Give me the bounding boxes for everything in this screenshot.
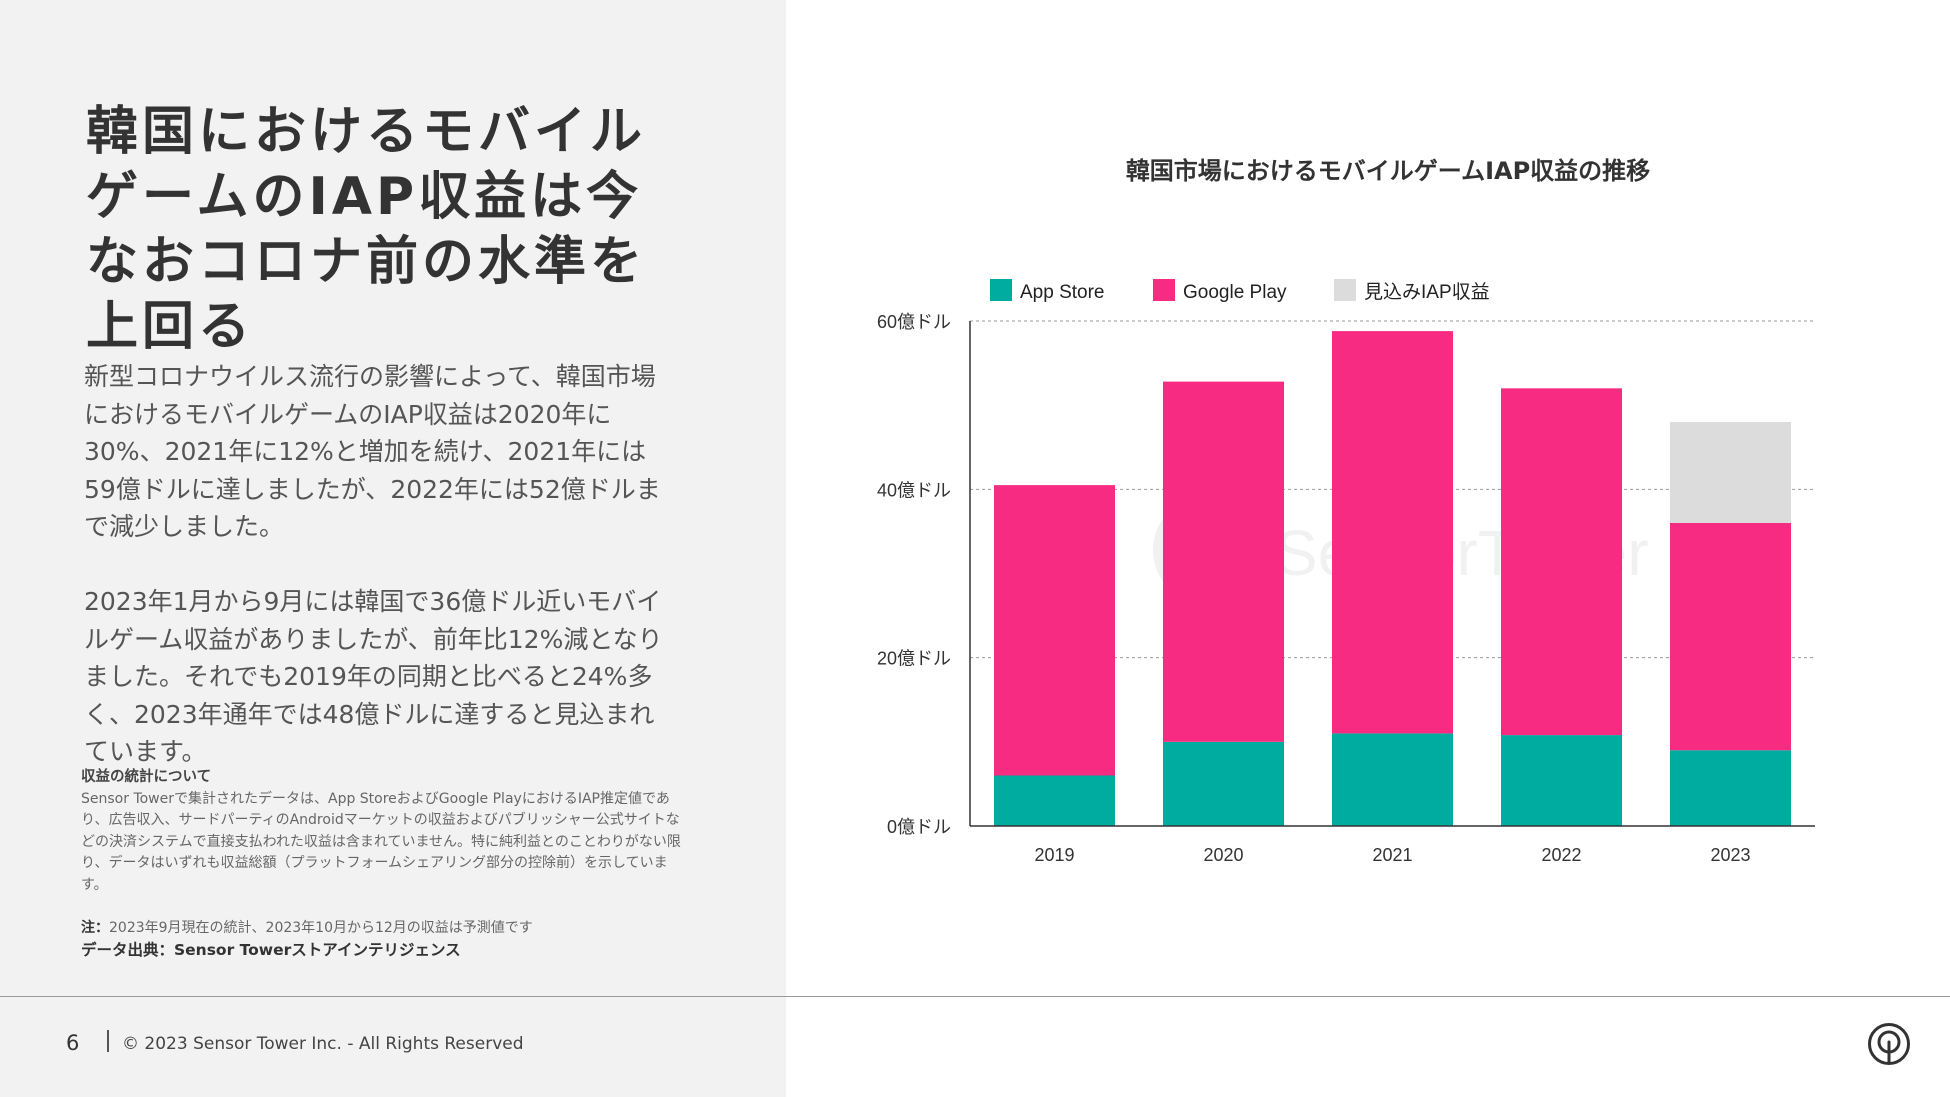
legend-label: App Store: [1020, 282, 1105, 303]
notes-block: 収益の統計について Sensor Towerで集計されたデータは、App Sto…: [81, 767, 681, 961]
page-number: 6: [66, 1031, 80, 1055]
bar-2020-app-store: [1163, 741, 1284, 826]
legend-swatch-1: [1153, 279, 1175, 301]
note-line: 注：2023年9月現在の統計、2023年10月から12月の収益は予測値です: [81, 918, 681, 940]
legend-label: 見込みIAP収益: [1364, 281, 1490, 303]
bar-2022-google-play: [1501, 388, 1622, 736]
bar-2023-google-play: [1670, 523, 1791, 751]
left-panel: [0, 0, 786, 1097]
footer-separator: [107, 1030, 109, 1052]
notes-heading: 収益の統計について: [81, 769, 212, 785]
bar-2021-google-play: [1332, 331, 1453, 734]
legend-swatch-0: [990, 279, 1012, 301]
x-tick-label: 2023: [1710, 845, 1750, 865]
legend-swatch-2: [1334, 279, 1356, 301]
y-tick-label: 60億ドル: [877, 312, 951, 332]
bar-2020-google-play: [1163, 381, 1284, 742]
body-paragraph-2: 2023年1月から9月には韓国で36億ドル近いモバイルゲーム収益がありましたが、…: [84, 587, 663, 766]
bar-2023-forecast: [1670, 422, 1791, 523]
data-source: データ出典：Sensor Towerストアインテリジェンス: [81, 940, 461, 959]
sensor-tower-logo-icon: [1868, 1023, 1910, 1065]
chart-title: 韓国市場におけるモバイルゲームIAP収益の推移: [1125, 157, 1651, 185]
x-tick-label: 2019: [1034, 845, 1074, 865]
notes-body: Sensor Towerで集計されたデータは、App StoreおよびGoogl…: [81, 790, 681, 893]
bar-2022-app-store: [1501, 735, 1622, 826]
note-label: 注：: [81, 920, 109, 936]
bar-2019-app-store: [994, 775, 1115, 826]
bar-2021-app-store: [1332, 733, 1453, 826]
bar-2019-google-play: [994, 485, 1115, 776]
body-paragraph-1: 新型コロナウイルス流行の影響によって、韓国市場におけるモバイルゲームのIAP収益…: [84, 362, 661, 541]
y-tick-label: 0億ドル: [887, 817, 951, 837]
footer-divider: [0, 996, 1950, 997]
x-tick-label: 2022: [1541, 845, 1581, 865]
legend-label: Google Play: [1183, 282, 1287, 303]
page-headline: 韓国におけるモバイルゲームのIAP収益は今なおコロナ前の水準を上回る: [86, 102, 647, 357]
note-text: 2023年9月現在の統計、2023年10月から12月の収益は予測値です: [109, 920, 533, 936]
y-tick-label: 20億ドル: [877, 649, 951, 669]
x-tick-label: 2021: [1372, 845, 1412, 865]
copyright: © 2023 Sensor Tower Inc. - All Rights Re…: [122, 1034, 524, 1054]
x-tick-label: 2020: [1203, 845, 1243, 865]
bar-2023-app-store: [1670, 750, 1791, 826]
y-tick-label: 40億ドル: [877, 480, 951, 500]
